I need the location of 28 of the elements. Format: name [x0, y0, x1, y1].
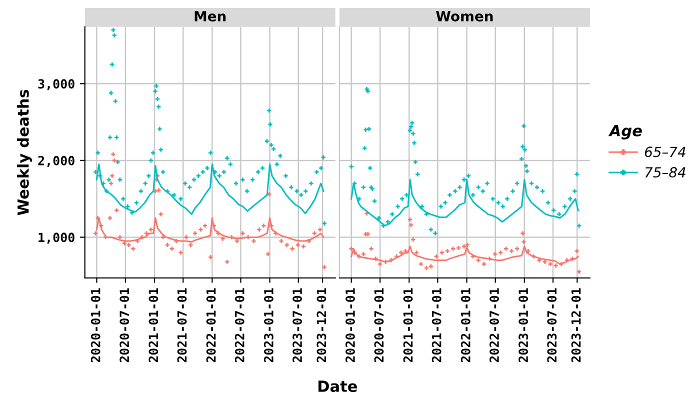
y-axis-title: Weekly deaths — [17, 90, 32, 216]
chart-title: Women — [436, 11, 493, 22]
x-tick-label: 2021-01-01 — [403, 288, 413, 362]
y-tick-label: 1,000 — [38, 232, 74, 244]
x-tick-label: 2020-01-01 — [90, 288, 100, 362]
y-tick-label: 2,000 — [38, 156, 74, 167]
x-tick-label: 2021-07-01 — [177, 288, 187, 362]
x-tick-label: 2022-07-01 — [490, 288, 499, 362]
x-tick-label: 2023-01-01 — [264, 288, 274, 362]
x-axis-title: Date — [318, 380, 357, 392]
y-tick-label: 3,000 — [38, 79, 74, 90]
x-tick-label: 2022-07-01 — [234, 288, 244, 362]
x-tick-label: 2020-01-01 — [345, 288, 355, 362]
legend-label: 75–84 — [645, 167, 686, 178]
legend-title: Age — [608, 125, 642, 140]
x-tick-label: 2021-01-01 — [148, 288, 158, 362]
x-tick-label: 2023-12-01 — [316, 288, 326, 362]
x-tick-label: 2023-07-01 — [547, 288, 557, 362]
x-tick-label: 2023-12-01 — [571, 288, 581, 362]
chart-title: Men — [194, 11, 226, 22]
x-tick-label: 2020-07-01 — [374, 288, 384, 362]
x-tick-label: 2022-01-01 — [460, 288, 470, 362]
x-tick-label: 2020-07-01 — [120, 288, 130, 362]
x-tick-label: 2021-07-01 — [432, 288, 442, 362]
legend-label: 65–74 — [644, 146, 686, 158]
x-tick-label: 2022-01-01 — [206, 288, 216, 362]
x-tick-label: 2023-01-01 — [518, 288, 528, 362]
x-tick-label: 2023-07-01 — [292, 288, 302, 362]
